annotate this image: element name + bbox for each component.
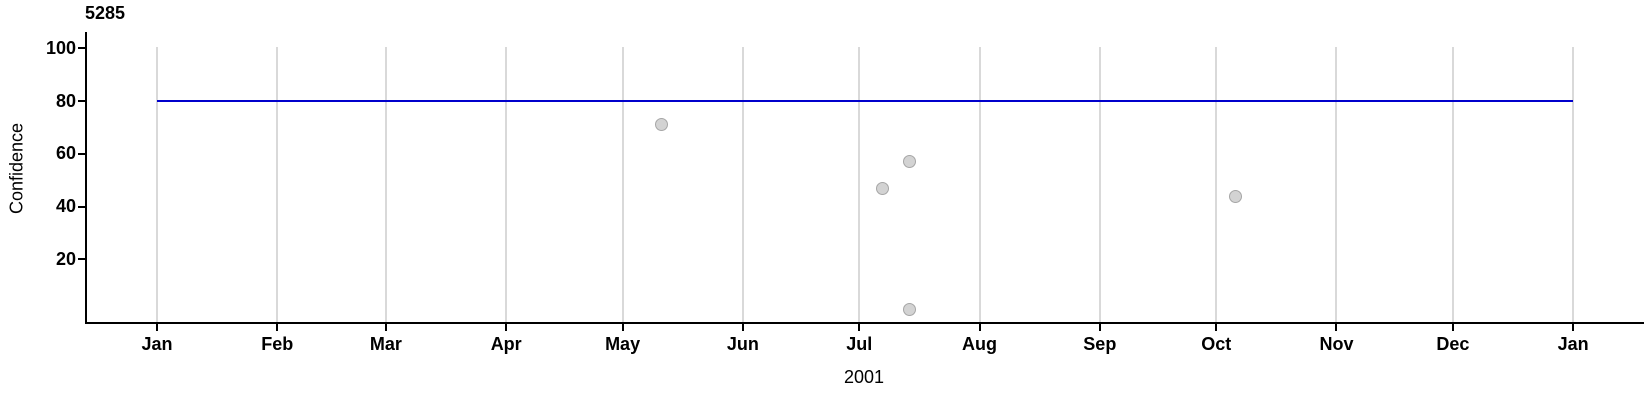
- x-tick-label: Apr: [490, 334, 522, 354]
- x-tick-mark: [384, 323, 387, 331]
- month-gridline: [276, 47, 279, 323]
- y-tick-mark: [78, 47, 86, 50]
- x-tick-label: Nov: [1319, 334, 1354, 354]
- y-tick-label: 100: [45, 37, 76, 58]
- month-gridline: [1215, 47, 1218, 323]
- data-point: [903, 303, 917, 317]
- x-tick-label: Oct: [1201, 334, 1232, 354]
- month-gridline: [156, 47, 158, 323]
- plot-title: 5285: [85, 3, 126, 23]
- x-tick-mark: [621, 323, 624, 331]
- y-tick-label: 40: [55, 196, 76, 217]
- x-tick-mark: [276, 323, 279, 331]
- x-tick-label: Sep: [1083, 334, 1117, 354]
- y-tick-label: 80: [55, 90, 76, 111]
- y-tick-label: 20: [55, 248, 76, 269]
- x-tick-label: Jun: [726, 334, 759, 354]
- data-point: [903, 155, 917, 169]
- data-point: [1229, 189, 1243, 203]
- x-tick-label: Aug: [962, 334, 998, 354]
- x-tick-mark: [858, 323, 861, 331]
- y-tick-mark: [78, 100, 86, 103]
- x-axis-line: [85, 322, 1644, 324]
- month-gridline: [1451, 47, 1454, 323]
- x-tick-mark: [1335, 323, 1338, 331]
- x-tick-label: May: [605, 334, 641, 354]
- month-gridline: [978, 47, 981, 323]
- y-tick-mark: [78, 258, 86, 261]
- data-point: [654, 118, 668, 132]
- x-axis-label: 2001: [843, 367, 885, 387]
- x-tick-mark: [978, 323, 981, 331]
- x-tick-label: Dec: [1436, 334, 1470, 354]
- x-tick-mark: [741, 323, 744, 331]
- month-gridline: [1335, 47, 1338, 323]
- y-tick-mark: [78, 205, 86, 208]
- x-tick-mark: [1451, 323, 1454, 331]
- month-gridline: [1572, 47, 1575, 323]
- reference-line: [157, 100, 1574, 103]
- month-gridline: [621, 47, 624, 323]
- month-gridline: [505, 47, 508, 323]
- y-axis-line: [85, 32, 87, 324]
- x-tick-mark: [1572, 323, 1575, 331]
- data-point: [876, 181, 890, 195]
- y-tick-label: 60: [55, 143, 76, 164]
- month-gridline: [384, 47, 387, 323]
- y-tick-mark: [78, 152, 86, 155]
- x-tick-label: Jul: [846, 334, 873, 354]
- x-tick-label: Mar: [369, 334, 402, 354]
- month-gridline: [741, 47, 744, 323]
- x-tick-label: Jan: [141, 334, 173, 354]
- x-tick-label: Jan: [1557, 334, 1589, 354]
- x-tick-mark: [505, 323, 508, 331]
- x-tick-mark: [1215, 323, 1218, 331]
- month-gridline: [1098, 47, 1101, 323]
- x-tick-label: Feb: [261, 334, 294, 354]
- x-tick-mark: [1098, 323, 1101, 331]
- x-tick-mark: [156, 323, 158, 331]
- month-gridline: [858, 47, 861, 323]
